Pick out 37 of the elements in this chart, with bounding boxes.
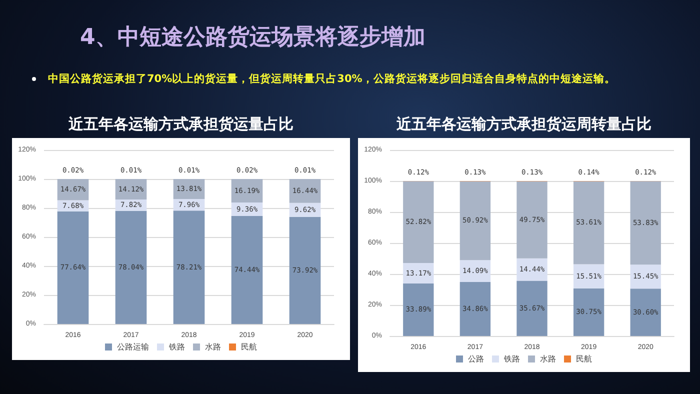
legend-label: 公路 [468,354,484,364]
bar [231,179,263,202]
bar [231,216,263,324]
bar [630,264,661,289]
legend-label: 水路 [540,354,556,364]
bar [403,283,434,336]
bar [630,288,661,336]
bar [460,260,491,282]
bar [573,288,604,336]
bar [289,216,321,324]
legend-label: 铁路 [503,354,520,364]
bar [57,179,89,200]
bar [460,282,491,336]
bar [173,210,205,324]
legend-label: 民航 [241,342,257,352]
bar [573,181,604,264]
bar [57,211,89,324]
text: 4、中短途公路货运场景将逐步增加 [80,24,426,52]
bar [115,179,147,200]
bar [289,179,321,203]
bar [460,181,491,260]
bar [115,210,147,324]
legend-label: 公路运输 [117,342,149,352]
bar [516,258,548,281]
text: 中国公路货运承担了70%以上的货运量，但货运周转量只占30%，公路货运将逐步回归适合自身特点的中短途运输。 [48,73,616,85]
bar [173,179,205,200]
bar [516,280,548,336]
legend-label: 水路 [205,342,221,352]
bar [403,181,434,264]
legend-label: 铁路 [168,342,185,352]
chart-title: 近五年各运输方式承担货运量占比 [68,115,294,133]
chart-title: 近五年各运输方式承担货运周转量占比 [396,115,652,133]
bar [573,264,604,288]
bar [403,263,434,284]
legend-label: 民航 [576,354,592,364]
bar [630,181,661,265]
bar [516,181,548,258]
